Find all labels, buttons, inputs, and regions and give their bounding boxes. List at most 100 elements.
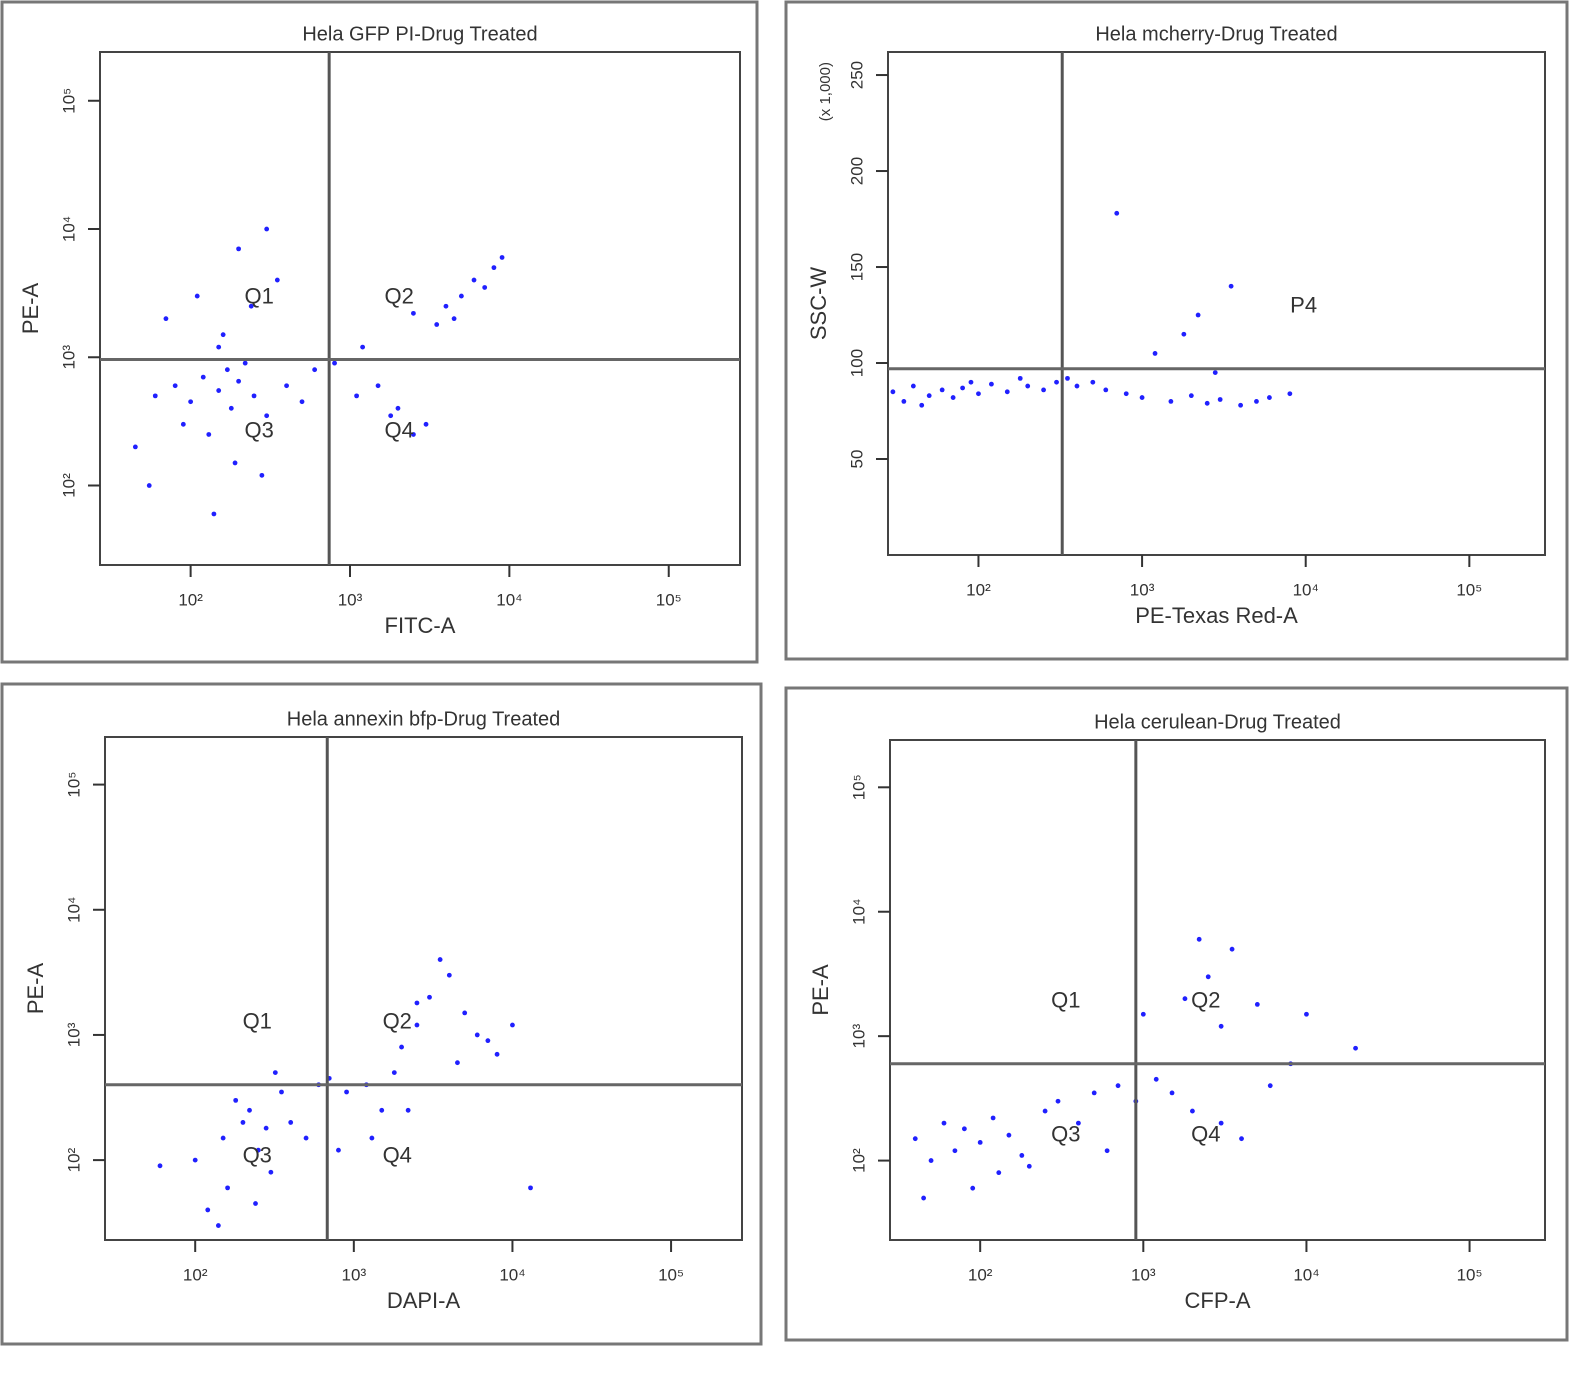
y-axis-title: PE-A [18, 283, 43, 335]
event-point [1168, 399, 1174, 404]
event-point [1217, 397, 1223, 402]
quadrant-label: Q2 [383, 1009, 412, 1034]
event-point [1181, 331, 1187, 337]
y-tick-label: 10⁵ [64, 772, 83, 798]
x-axis-title: CFP-A [1185, 1288, 1251, 1313]
y-axis-title: SSC-W [806, 267, 831, 341]
x-tick-label: 10³ [1131, 1265, 1156, 1284]
quadrant-label: Q1 [244, 283, 273, 308]
event-point [499, 255, 505, 260]
event-point [1065, 375, 1070, 381]
chart-title: Hela mcherry-Drug Treated [1095, 23, 1337, 45]
event-point [360, 344, 366, 350]
event-point [471, 277, 477, 283]
y-axis-title: PE-A [808, 964, 833, 1016]
x-tick-label: 10⁵ [1456, 580, 1482, 599]
y-tick-label: 10⁵ [59, 88, 78, 114]
event-point [216, 344, 222, 350]
event-point [264, 226, 270, 232]
event-point [194, 293, 200, 299]
event-point [1169, 1090, 1175, 1096]
event-point [921, 1195, 927, 1201]
x-tick-label: 10⁵ [656, 590, 682, 609]
x-tick-label: 10² [968, 1265, 993, 1284]
event-point [1218, 1120, 1224, 1126]
event-point [216, 388, 222, 393]
event-point [1017, 375, 1023, 381]
event-point [1152, 351, 1158, 356]
event-point [928, 1158, 934, 1163]
event-point [344, 1089, 349, 1095]
event-point [462, 1010, 468, 1016]
event-point [259, 472, 265, 478]
event-point [220, 332, 226, 338]
y-tick-label: 100 [847, 349, 866, 377]
event-point [1042, 1108, 1048, 1114]
event-point [220, 1135, 226, 1141]
event-point [939, 387, 945, 393]
event-point [388, 413, 394, 419]
x-tick-label: 10³ [338, 590, 363, 609]
event-point [1287, 391, 1293, 397]
event-point [1228, 283, 1234, 289]
event-point [232, 460, 238, 466]
x-axis-title: FITC-A [385, 613, 456, 638]
event-point [494, 1051, 500, 1057]
plot-frame [887, 51, 1546, 556]
x-tick-label: 10⁴ [1293, 580, 1319, 599]
event-point [1004, 389, 1010, 395]
event-point [157, 1163, 163, 1169]
x-tick-label: 10² [183, 1265, 208, 1284]
x-tick-label: 10³ [342, 1265, 367, 1284]
quadrant-label: Q4 [1191, 1122, 1220, 1147]
event-point [1229, 946, 1235, 952]
event-point [411, 432, 416, 437]
event-point [901, 399, 907, 404]
y-tick-label: 10³ [59, 345, 78, 370]
event-point [1074, 383, 1080, 389]
event-point [163, 316, 169, 322]
event-point [443, 303, 449, 309]
quadrant-label: Q3 [243, 1143, 272, 1168]
event-point [172, 383, 178, 389]
event-point [1196, 936, 1202, 942]
event-point [1103, 387, 1109, 393]
event-point [414, 1022, 420, 1028]
event-point [274, 277, 280, 283]
x-tick-label: 10⁵ [658, 1265, 684, 1284]
event-point [236, 378, 241, 384]
event-point [391, 1070, 397, 1076]
event-point [455, 1060, 460, 1066]
event-point [1353, 1045, 1358, 1051]
event-point [1190, 1108, 1195, 1114]
x-tick-label: 10⁴ [499, 1265, 525, 1284]
event-point [976, 391, 981, 397]
chart-title: Hela annexin bfp-Drug Treated [287, 708, 561, 730]
event-point [242, 360, 248, 366]
event-point [233, 1097, 239, 1103]
event-point [1075, 1120, 1081, 1126]
y-tick-label: 50 [847, 450, 866, 469]
event-point [952, 1148, 958, 1154]
event-point [919, 402, 925, 408]
event-point [1114, 210, 1120, 216]
event-point [206, 432, 212, 437]
event-point [1139, 395, 1145, 400]
plot-frame [104, 736, 743, 1241]
event-point [146, 483, 152, 488]
quadrant-label: Q4 [384, 417, 413, 442]
event-point [1055, 1098, 1061, 1104]
x-tick-label: 10⁵ [1457, 1265, 1483, 1284]
y-tick-label: 10⁵ [849, 774, 868, 800]
event-point [950, 395, 956, 400]
event-point [977, 1140, 983, 1145]
event-point [1218, 1023, 1224, 1029]
y-tick-label: 250 [847, 61, 866, 89]
chart-title: Hela GFP PI-Drug Treated [302, 23, 537, 45]
plot-frame [99, 51, 741, 566]
event-point [482, 285, 488, 290]
panel-border [784, 686, 1569, 1342]
event-point [248, 303, 254, 309]
panel-border [0, 682, 763, 1346]
event-point [941, 1120, 947, 1126]
